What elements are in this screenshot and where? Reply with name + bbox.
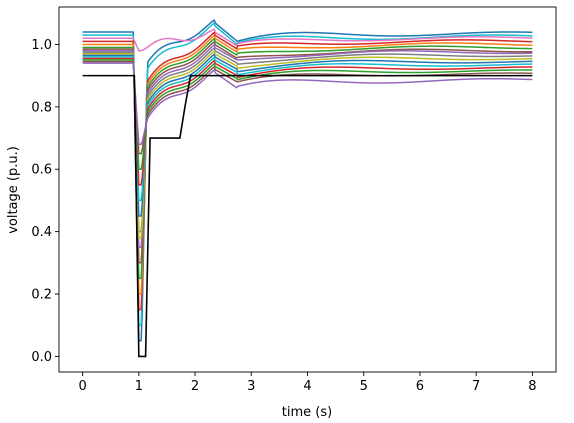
y-tick-label: 0.6 — [31, 163, 52, 178]
x-tick-label: 7 — [472, 379, 480, 394]
x-axis: 0 1 2 3 4 5 6 7 8 — [78, 372, 537, 394]
series-layer — [82, 19, 533, 342]
voltage-series-line — [82, 41, 533, 264]
y-axis-label: voltage (p.u.) — [6, 146, 21, 234]
voltage-series-line — [82, 57, 533, 186]
voltage-series-line — [82, 59, 533, 170]
voltage-series-line — [82, 34, 533, 295]
voltage-series-line — [82, 22, 533, 326]
voltage-series-line — [82, 62, 533, 146]
voltage-series-line — [82, 44, 533, 248]
x-tick-label: 5 — [360, 379, 368, 394]
voltage-series-line — [82, 53, 533, 217]
y-tick-label: 1.0 — [31, 38, 52, 53]
voltage-series-line — [82, 38, 533, 280]
threshold-layer — [82, 74, 533, 358]
voltage-series-line — [82, 56, 533, 202]
x-tick-label: 4 — [303, 379, 311, 394]
voltage-series-line — [82, 28, 533, 52]
voltage-series-line — [82, 31, 533, 311]
y-tick-label: 0.4 — [31, 225, 52, 240]
y-tick-label: 0.0 — [31, 350, 52, 365]
y-tick-label: 0.8 — [31, 100, 52, 115]
x-tick-label: 8 — [528, 379, 536, 394]
x-axis-label: time (s) — [282, 405, 332, 420]
y-tick-label: 0.2 — [31, 288, 52, 303]
voltage-series-line — [82, 19, 533, 342]
voltage-series-line — [82, 60, 533, 155]
x-tick-label: 3 — [247, 379, 255, 394]
x-tick-label: 0 — [78, 379, 86, 394]
x-tick-label: 6 — [416, 379, 424, 394]
voltage-series-line — [82, 50, 533, 239]
x-tick-label: 1 — [135, 379, 143, 394]
x-tick-label: 2 — [191, 379, 199, 394]
y-axis: 0.0 0.2 0.4 0.6 0.8 1.0 — [31, 38, 59, 365]
voltage-series-line — [82, 47, 533, 233]
threshold-envelope-line — [82, 74, 533, 358]
